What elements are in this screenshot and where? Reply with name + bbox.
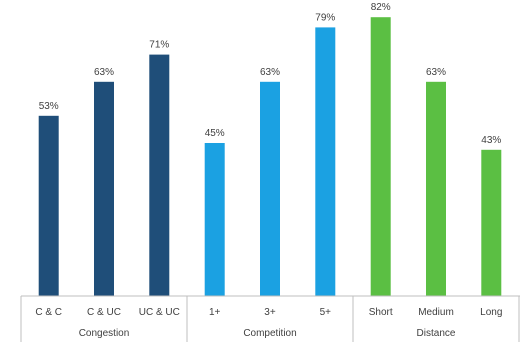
category-tick-label: Medium: [418, 307, 454, 318]
data-label: 63%: [94, 67, 114, 78]
category-axis: C & C C & UC UC & UC Congestion 1+ 3+ 5+ Compet…: [20, 295, 520, 342]
data-label: 71%: [149, 40, 169, 51]
bar-congestion-0: [38, 115, 59, 296]
data-label: 63%: [260, 67, 280, 78]
bar-congestion-2: [149, 54, 170, 296]
data-label: 79%: [315, 12, 335, 23]
data-label: 63%: [426, 67, 446, 78]
bar-congestion-1: [94, 81, 114, 296]
bar-distance-0: [370, 17, 391, 296]
data-label: 45%: [205, 128, 225, 139]
bar-distance-1: [426, 81, 446, 296]
bar-distance-2: [481, 149, 502, 296]
data-label: 82%: [371, 2, 391, 13]
group-label-distance: Distance: [417, 328, 456, 339]
group-label-competition: Competition: [243, 328, 296, 339]
data-label: 43%: [481, 135, 501, 146]
data-label: 53%: [39, 101, 59, 112]
value-labels-layer: 53% 63% 71% 45% 63% 79% 82% 63% 43%: [39, 2, 502, 146]
bar-competition-1: [260, 81, 280, 296]
bars-layer: [38, 17, 502, 297]
group-label-congestion: Congestion: [79, 328, 130, 339]
category-tick-label: Short: [369, 307, 393, 318]
category-tick-label: C & C: [35, 307, 62, 318]
bar-competition-2: [315, 27, 336, 297]
category-tick-label: C & UC: [87, 307, 121, 318]
category-tick-label: 5+: [320, 307, 332, 318]
category-tick-label: 3+: [264, 307, 276, 318]
category-tick-label: UC & UC: [139, 307, 180, 318]
category-tick-label: 1+: [209, 307, 221, 318]
bar-competition-0: [204, 143, 225, 296]
category-tick-label: Long: [480, 307, 502, 318]
